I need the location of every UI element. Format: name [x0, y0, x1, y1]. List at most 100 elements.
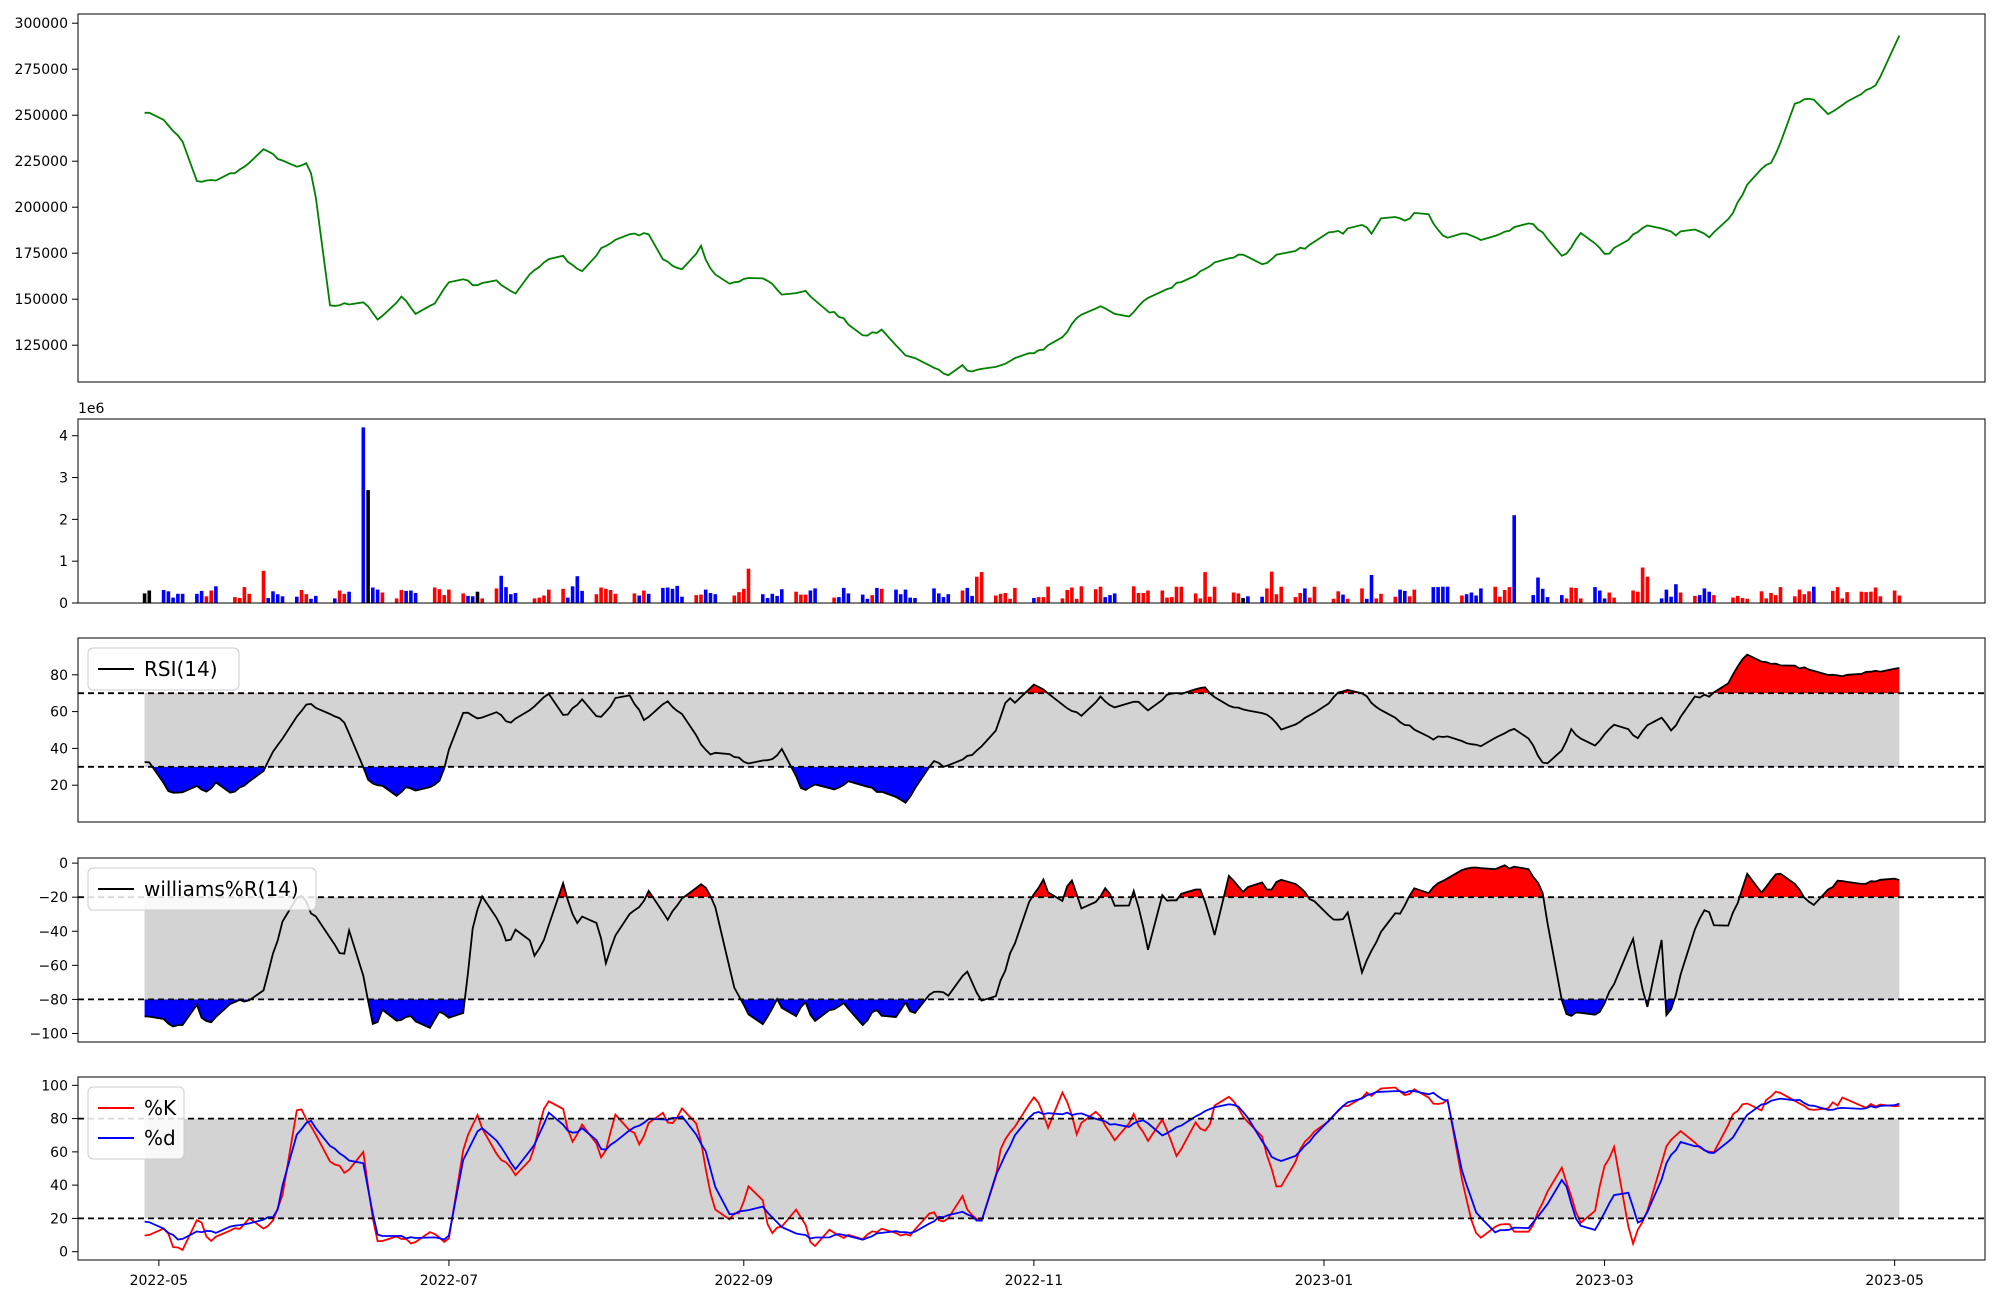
volume-ytick-label: 0: [59, 596, 68, 612]
volume-bar: [965, 587, 970, 603]
volume-bar: [746, 568, 751, 603]
williams-overbought-fill: [298, 865, 1900, 898]
volume-bar: [1036, 597, 1041, 603]
x-tick-label: 2022-11: [1005, 1273, 1064, 1289]
volume-bar: [613, 593, 618, 603]
volume-bar: [1165, 597, 1169, 603]
volume-bar: [1759, 591, 1764, 603]
williams-panel: 0 −20 −40 −60 −80 −100 williams%R(14): [30, 856, 1986, 1043]
volume-bar: [1636, 591, 1640, 603]
volume-bar: [442, 595, 446, 603]
volume-bar: [1170, 597, 1174, 603]
volume-bar: [941, 597, 946, 603]
volume-bar: [998, 593, 1003, 603]
volume-bar: [171, 597, 175, 603]
rsi-neutral-band: [144, 693, 1900, 767]
volume-bar: [1873, 587, 1878, 603]
volume-bar: [970, 595, 974, 603]
volume-bar: [932, 588, 936, 603]
volume-bar: [694, 595, 698, 603]
volume-bar: [604, 588, 608, 603]
volume-frame: [77, 418, 1986, 604]
volume-bar: [1740, 598, 1745, 603]
volume-bar: [280, 596, 285, 603]
volume-bar: [1774, 595, 1778, 603]
price-ytick-label: 300000: [15, 16, 68, 32]
stoch-legend-label: %d: [144, 1126, 176, 1150]
volume-bar: [837, 597, 841, 603]
volume-bar: [409, 590, 413, 603]
volume-bar: [1393, 596, 1398, 603]
volume-bar: [708, 593, 713, 603]
price-ytick-label: 275000: [15, 62, 68, 78]
volume-bar: [537, 597, 542, 603]
volume-bar: [1307, 597, 1312, 603]
volume-bar: [1293, 597, 1298, 603]
volume-bar: [913, 598, 917, 603]
volume-bar: [475, 591, 480, 603]
volume-bar: [437, 589, 442, 603]
volume-bar: [975, 576, 979, 603]
williams-ytick-label: −100: [30, 1026, 68, 1042]
volume-bar: [261, 570, 266, 603]
volume-bar: [1560, 595, 1564, 603]
volume-bar: [499, 575, 503, 603]
rsi-legend-label: RSI(14): [144, 657, 218, 681]
volume-bar: [161, 590, 166, 603]
volume-bar: [1645, 576, 1650, 603]
stoch-ytick-label: 100: [41, 1078, 68, 1094]
volume-bar: [176, 593, 180, 603]
volume-bar: [199, 590, 204, 603]
volume-bar: [1793, 596, 1797, 603]
volume-bar: [1103, 597, 1107, 603]
volume-bar: [1574, 587, 1578, 603]
volume-bar: [1146, 590, 1150, 603]
volume-bar: [1379, 593, 1383, 603]
volume-bar: [337, 590, 342, 603]
volume-bar: [846, 593, 851, 603]
rsi-frame: [77, 637, 1986, 823]
volume-bar: [946, 594, 951, 603]
volume-bar: [1669, 596, 1673, 603]
volume-bar: [1312, 586, 1317, 603]
volume-bar: [1060, 598, 1065, 603]
volume-bar: [1279, 586, 1283, 603]
volume-bar: [532, 598, 537, 603]
williams-oversold-fill: [144, 999, 1675, 1028]
volume-bar: [1265, 588, 1269, 603]
volume-bar: [1869, 591, 1873, 603]
volume-bar: [1008, 598, 1012, 603]
volume-bar: [1331, 598, 1336, 603]
volume-bar: [494, 588, 499, 603]
price-ytick-label: 200000: [15, 200, 68, 216]
price-ytick-label: 250000: [15, 108, 68, 124]
volume-bar: [195, 593, 199, 603]
volume-bar: [1341, 594, 1345, 603]
volume-bar: [1407, 596, 1412, 603]
volume-bar: [404, 590, 408, 603]
volume-bar: [1835, 587, 1840, 603]
volume-bar: [1631, 590, 1635, 603]
volume-bar: [1464, 594, 1469, 603]
volume-bar: [447, 589, 451, 603]
volume-bar: [271, 591, 275, 603]
volume-bar: [675, 585, 679, 603]
volume-bar: [166, 591, 171, 603]
volume-bar: [380, 592, 385, 603]
volume-bar: [247, 593, 251, 603]
volume-bar: [879, 588, 884, 603]
volume-bar: [394, 598, 399, 603]
rsi-ytick-label: 60: [50, 705, 68, 721]
volume-bar: [1131, 586, 1136, 603]
volume-bar: [1093, 589, 1098, 603]
volume-bar: [1502, 590, 1507, 603]
volume-bar: [832, 597, 836, 603]
volume-bar: [1403, 590, 1407, 603]
volume-bar: [432, 587, 437, 603]
volume-bar: [1564, 598, 1569, 603]
volume-bar: [299, 590, 304, 603]
volume-bar: [1441, 586, 1445, 603]
volume-bar: [513, 593, 518, 603]
volume-bar: [561, 588, 565, 603]
